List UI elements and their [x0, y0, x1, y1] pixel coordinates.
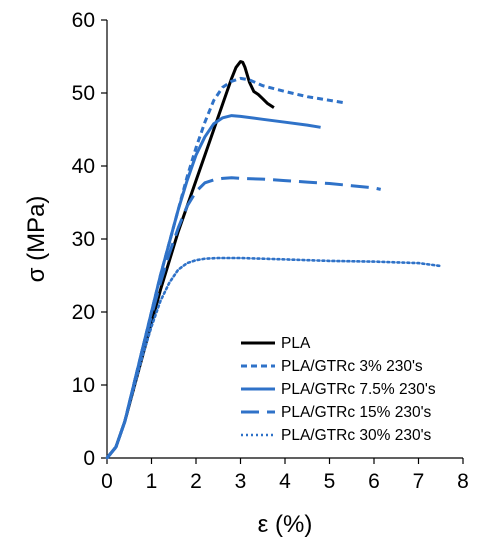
legend-label-4: PLA/GTRc 30% 230's — [281, 427, 432, 444]
y-tick-label: 50 — [72, 82, 95, 105]
x-axis-title: ε (%) — [258, 511, 313, 538]
y-tick-label: 40 — [72, 155, 95, 178]
x-tick-label: 4 — [279, 470, 291, 493]
legend-label-1: PLA/GTRc 3% 230's — [281, 358, 423, 375]
series-line-1 — [105, 76, 344, 459]
legend: PLA PLA/GTRc 3% 230's PLA/GTRc 7.5% 230's P… — [241, 335, 436, 444]
y-tick-label: 0 — [83, 447, 95, 470]
x-tick-label: 0 — [101, 470, 113, 493]
y-tick-label: 30 — [72, 228, 95, 251]
legend-label-3: PLA/GTRc 15% 230's — [281, 404, 432, 421]
series-line-3 — [105, 176, 382, 459]
y-tick-label: 20 — [72, 301, 95, 324]
y-axis-title: σ (MPa) — [23, 196, 50, 283]
x-tick-label: 7 — [413, 470, 425, 493]
ticks: 0 1 2 3 4 5 6 7 8 0 10 20 30 40 50 60 — [72, 9, 469, 493]
x-tick-label: 3 — [235, 470, 247, 493]
y-tick-label: 60 — [72, 9, 95, 32]
legend-label-0: PLA — [281, 335, 311, 352]
x-tick-label: 5 — [324, 470, 336, 493]
x-tick-label: 8 — [457, 470, 469, 493]
series-group — [105, 60, 443, 460]
legend-label-2: PLA/GTRc 7.5% 230's — [281, 381, 436, 398]
x-tick-label: 2 — [190, 470, 202, 493]
y-tick-label: 10 — [72, 374, 95, 397]
series-line-4 — [105, 256, 443, 460]
x-tick-label: 1 — [146, 470, 158, 493]
x-tick-label: 6 — [368, 470, 380, 493]
